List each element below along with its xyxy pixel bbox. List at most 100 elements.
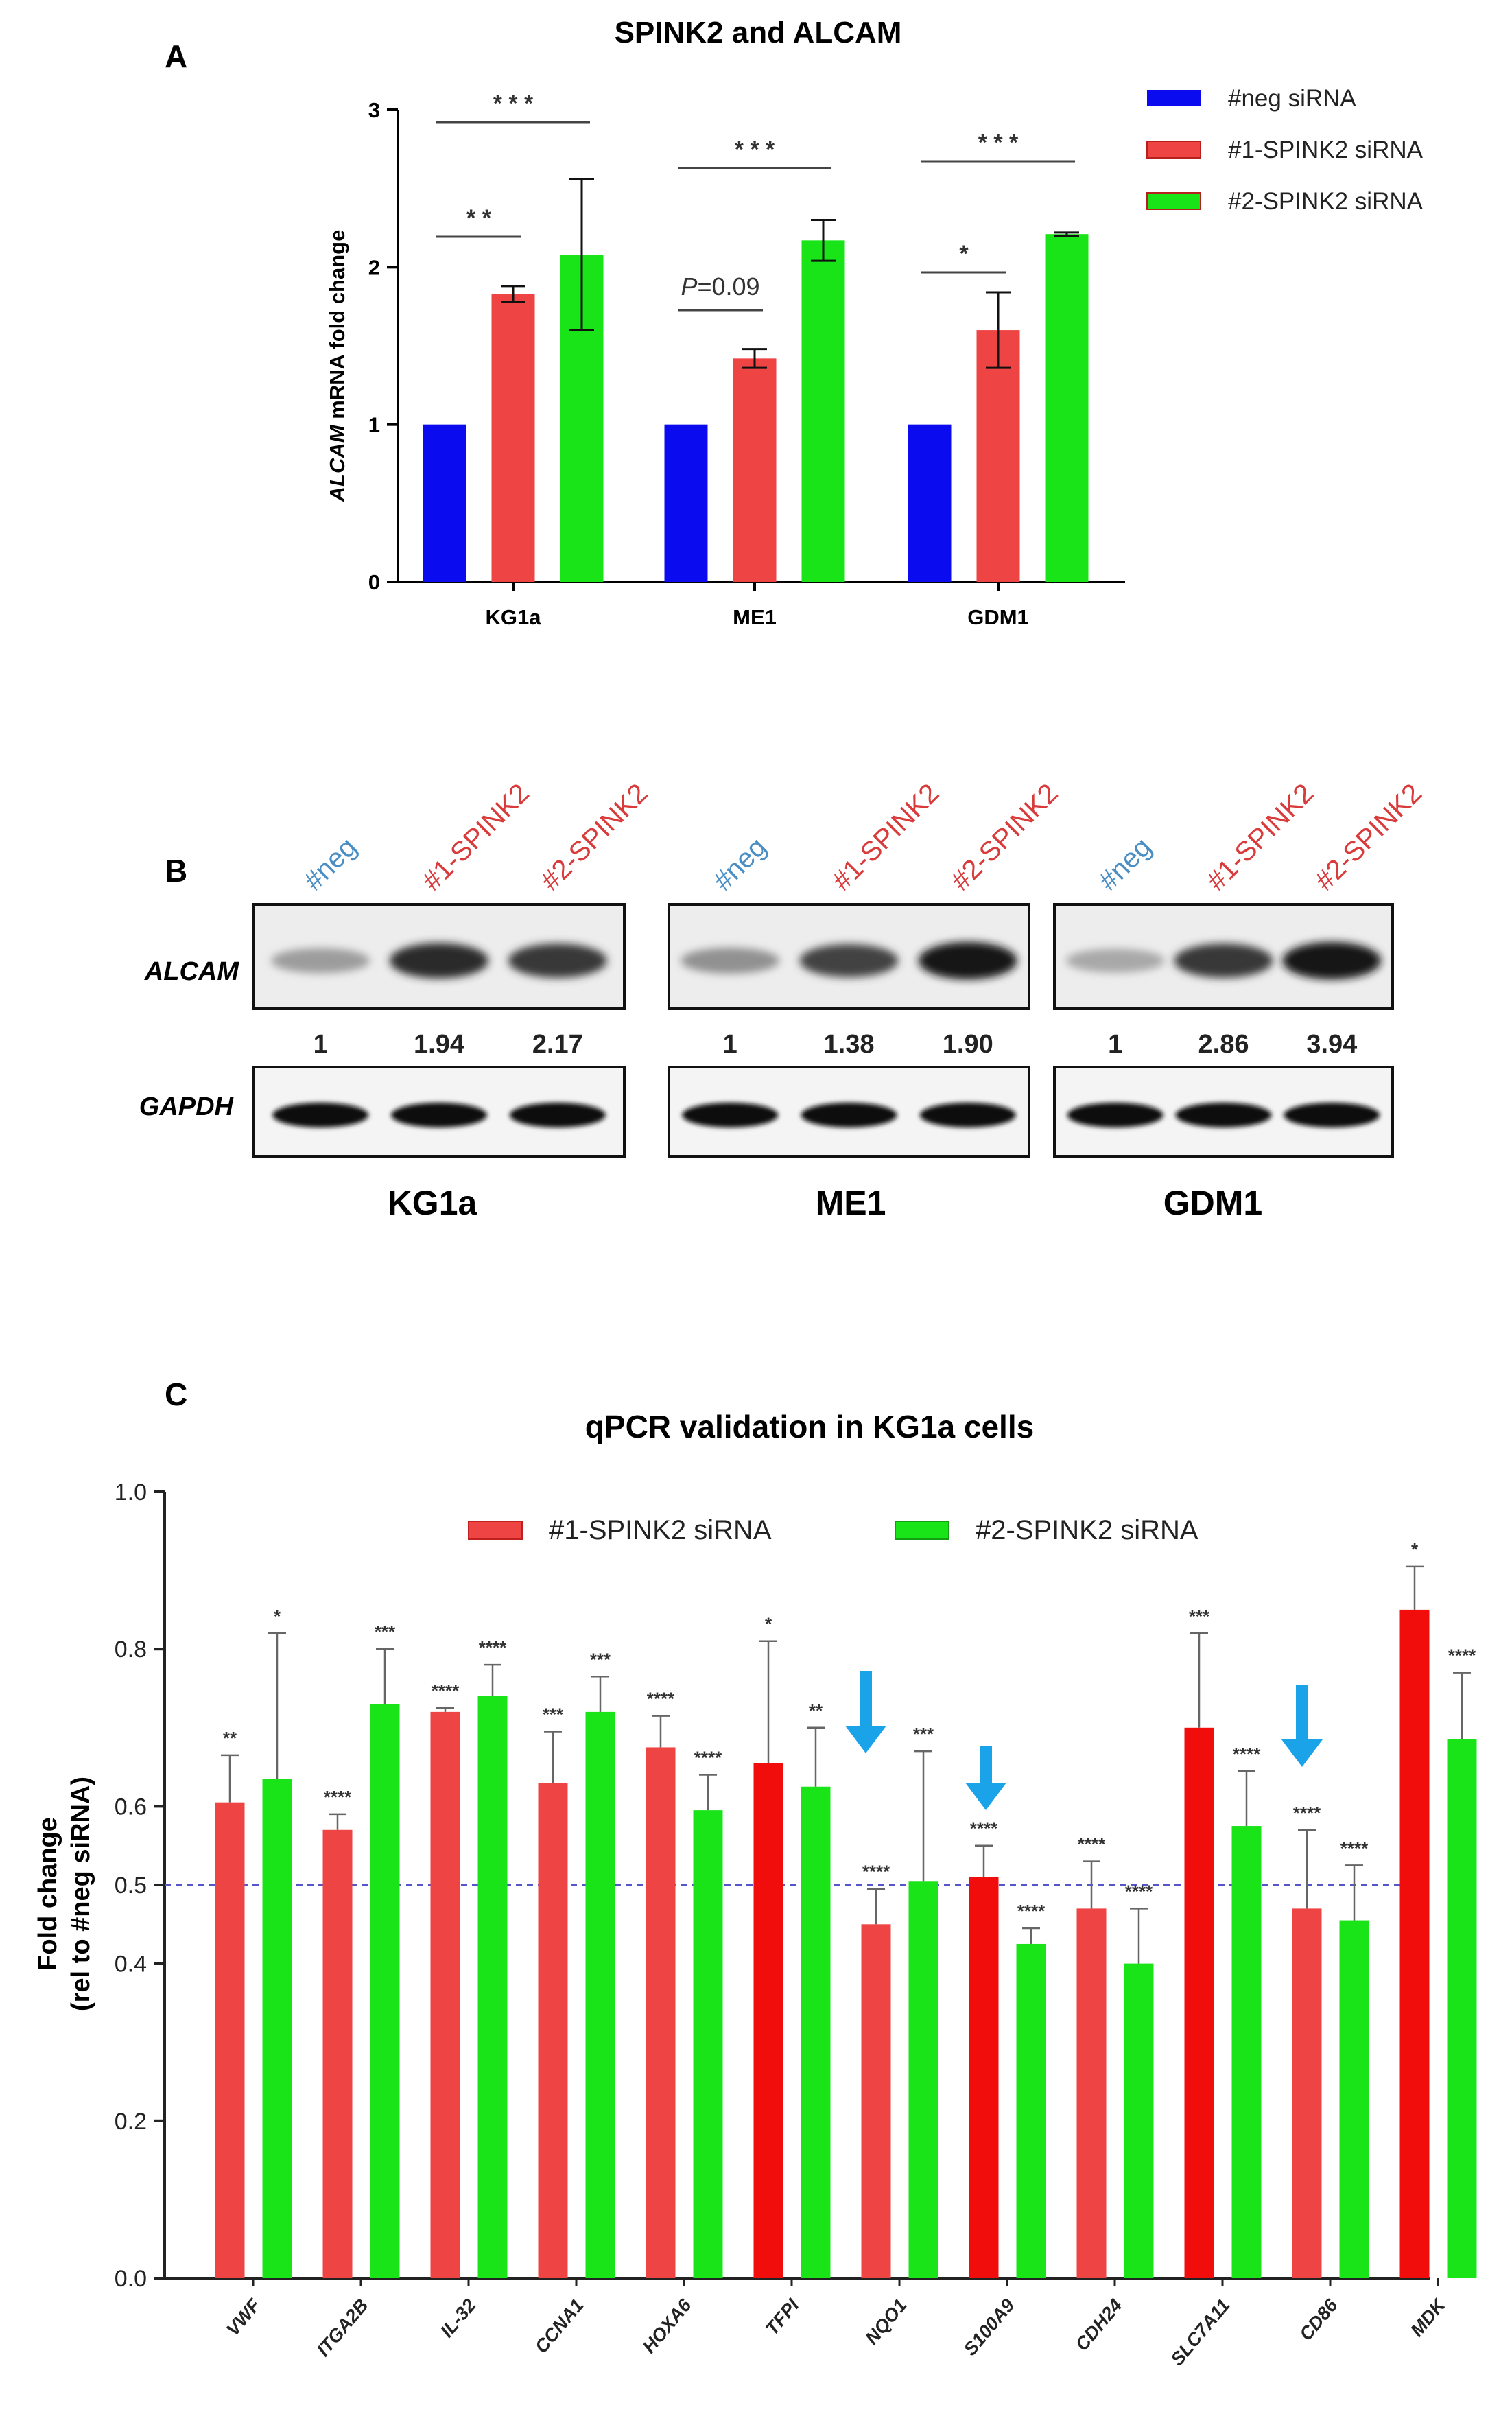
a-bar-GDM1-1 bbox=[976, 330, 1020, 582]
c-y-tick-label: 0.5 bbox=[115, 1873, 147, 1899]
quant-value-GDM1-2: 3.94 bbox=[1306, 1030, 1357, 1059]
c-significance-HOXA6-2: **** bbox=[694, 1748, 722, 1768]
c-significance-IL-32-1: **** bbox=[432, 1680, 460, 1701]
band-alcam bbox=[1065, 948, 1165, 973]
panel-a-bars bbox=[423, 178, 1089, 582]
a-sig-label: * bbox=[959, 241, 969, 267]
panel-b: B ALCAM GAPDH #neg 1 #1-SPINK2 1.94 #2-SPINK… bbox=[139, 778, 1428, 1222]
c-legend-label-1: #1-SPINK2 siRNA bbox=[549, 1515, 772, 1545]
a-sig-label: * * bbox=[466, 205, 492, 231]
c-y-tick-label: 0.8 bbox=[115, 1637, 147, 1663]
a-x-tick-label: GDM1 bbox=[967, 605, 1029, 629]
c-x-tick-label-HOXA6: HOXA6 bbox=[639, 2295, 696, 2357]
panel-a-significance: * * * * * * * * P=0.09 * * * * bbox=[436, 91, 1075, 312]
c-bar-MDK-1 bbox=[1399, 1609, 1430, 2278]
lane-label-GDM1-1: #1-SPINK2 bbox=[1201, 778, 1320, 897]
a-legend-swatch-2 bbox=[1146, 192, 1201, 210]
c-significance-ITGA2B-2: *** bbox=[375, 1621, 396, 1642]
c-x-tick-label-TFPI: TFPI bbox=[761, 2295, 803, 2339]
a-y-tick-label: 1 bbox=[368, 413, 380, 437]
quant-value-ME1-0: 1 bbox=[723, 1030, 737, 1059]
down-arrow-head-0 bbox=[845, 1726, 886, 1753]
panel-a-letter: A bbox=[165, 38, 187, 74]
c-significance-SLC7A11-2: **** bbox=[1233, 1744, 1261, 1764]
a-bar-ME1-2 bbox=[801, 240, 845, 582]
c-bar-IL-32-1 bbox=[430, 1711, 460, 2278]
c-bar-CD86-2 bbox=[1339, 1920, 1369, 2278]
quant-value-ME1-2: 1.90 bbox=[943, 1030, 993, 1059]
c-bar-CCNA1-2 bbox=[585, 1711, 615, 2278]
c-significance-CCNA1-1: *** bbox=[543, 1704, 564, 1725]
a-bar-ME1-0 bbox=[664, 424, 708, 582]
c-bar-NQO1-1 bbox=[861, 1924, 891, 2278]
a-legend-swatch-1 bbox=[1146, 141, 1201, 159]
band-gapdh bbox=[1284, 1103, 1380, 1127]
quant-value-KG1a-2: 2.17 bbox=[532, 1030, 583, 1059]
a-legend-label-1: #1-SPINK2 siRNA bbox=[1228, 137, 1424, 163]
a-y-tick-label: 0 bbox=[368, 570, 380, 594]
down-arrow-head-2 bbox=[1281, 1739, 1323, 1767]
panel-c: C qPCR validation in KG1a cells Fold cha… bbox=[34, 1376, 1477, 2369]
c-bar-CD86-1 bbox=[1292, 1908, 1322, 2278]
band-gapdh bbox=[919, 1103, 1016, 1127]
c-y-tick-label: 0.2 bbox=[115, 2109, 147, 2135]
c-x-tick-label-MDK: MDK bbox=[1406, 2294, 1450, 2341]
c-y-tick-label: 0.4 bbox=[115, 1952, 147, 1978]
quant-value-KG1a-0: 1 bbox=[314, 1030, 328, 1059]
a-sig-label: * * * bbox=[978, 130, 1019, 156]
band-gapdh bbox=[1175, 1103, 1272, 1127]
c-bar-SLC7A11-1 bbox=[1184, 1727, 1214, 2278]
c-significance-S100A9-2: **** bbox=[1017, 1901, 1046, 1921]
c-bar-IL-32-2 bbox=[477, 1696, 508, 2278]
band-alcam bbox=[799, 944, 899, 978]
c-significance-HOXA6-1: **** bbox=[647, 1689, 675, 1709]
band-gapdh bbox=[391, 1103, 487, 1127]
lane-label-GDM1-0: #neg bbox=[1093, 832, 1157, 896]
cell-line-label-GDM1: GDM1 bbox=[1163, 1184, 1262, 1222]
c-significance-TFPI-1: * bbox=[765, 1614, 772, 1634]
panel-c-arrows bbox=[845, 1671, 1323, 1810]
panel-a-legend: #neg siRNA #1-SPINK2 siRNA #2-SPINK2 siRNA bbox=[1146, 85, 1424, 215]
c-legend-swatch-1 bbox=[468, 1521, 523, 1540]
quant-value-KG1a-1: 1.94 bbox=[414, 1030, 464, 1059]
quant-value-GDM1-0: 1 bbox=[1108, 1030, 1122, 1059]
c-significance-CDH24-2: **** bbox=[1125, 1881, 1153, 1901]
a-x-tick-label: ME1 bbox=[733, 605, 777, 629]
c-x-tick-label-SLC7A11: SLC7A11 bbox=[1167, 2295, 1234, 2370]
c-x-tick-label-S100A9: S100A9 bbox=[960, 2295, 1019, 2360]
c-x-tick-label-CDH24: CDH24 bbox=[1072, 2295, 1126, 2355]
c-significance-CD86-1: **** bbox=[1293, 1803, 1321, 1823]
panel-c-letter: C bbox=[165, 1376, 187, 1412]
lane-label-KG1a-2: #2-SPINK2 bbox=[535, 778, 654, 897]
a-legend-label-2: #2-SPINK2 siRNA bbox=[1228, 188, 1424, 215]
down-arrow-shaft-1 bbox=[980, 1746, 992, 1790]
quant-value-ME1-1: 1.38 bbox=[824, 1030, 875, 1059]
c-bar-S100A9-1 bbox=[969, 1877, 999, 2278]
band-alcam bbox=[271, 948, 370, 974]
c-significance-MDK-2: **** bbox=[1448, 1645, 1476, 1666]
a-sig-p-value: =0.09 bbox=[697, 272, 759, 301]
c-x-tick-label-CD86: CD86 bbox=[1295, 2295, 1342, 2345]
c-significance-TFPI-2: ** bbox=[809, 1700, 823, 1721]
c-significance-CD86-2: **** bbox=[1340, 1838, 1369, 1858]
down-arrow-shaft-2 bbox=[1296, 1685, 1308, 1746]
panel-b-letter: B bbox=[165, 853, 187, 889]
a-bar-ME1-1 bbox=[733, 358, 777, 582]
lane-label-KG1a-0: #neg bbox=[298, 832, 362, 896]
a-y-tick-label: 2 bbox=[368, 255, 380, 279]
c-legend-label-2: #2-SPINK2 siRNA bbox=[976, 1515, 1198, 1545]
c-x-tick-label-NQO1: NQO1 bbox=[861, 2295, 910, 2349]
lane-label-KG1a-1: #1-SPINK2 bbox=[416, 778, 535, 897]
down-arrow-head-1 bbox=[965, 1783, 1006, 1810]
lane-label-ME1-1: #1-SPINK2 bbox=[827, 778, 945, 897]
band-alcam bbox=[1174, 944, 1273, 978]
row-label-gapdh: GAPDH bbox=[139, 1092, 235, 1121]
c-bar-TFPI-1 bbox=[753, 1763, 783, 2278]
row-label-alcam: ALCAM bbox=[144, 957, 240, 986]
panel-c-y-axis-label-line2: (rel to #neg siRNA) bbox=[67, 1777, 95, 2011]
c-significance-ITGA2B-1: **** bbox=[324, 1787, 352, 1807]
c-bar-CDH24-2 bbox=[1124, 1963, 1154, 2278]
panel-a-title: SPINK2 and ALCAM bbox=[615, 16, 902, 49]
band-gapdh bbox=[1067, 1103, 1163, 1127]
c-significance-NQO1-1: **** bbox=[862, 1862, 890, 1882]
